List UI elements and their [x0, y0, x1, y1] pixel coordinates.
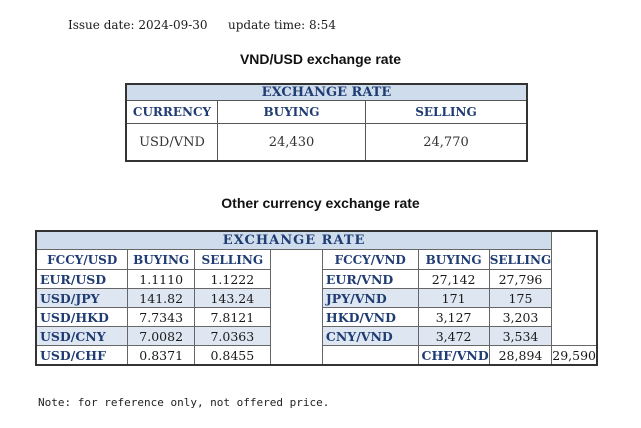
right-selling: 175 [488, 288, 553, 308]
right-selling: 3,203 [488, 307, 553, 327]
right-buying: 3,127 [417, 307, 490, 327]
table-row: USD/VND 24,430 24,770 [125, 123, 528, 162]
disclaimer-note: Note: for reference only, not offered pr… [38, 396, 330, 409]
t2-right-header-pair: FCCY/VND [321, 249, 419, 270]
left-pair: USD/CHF [35, 345, 129, 366]
issue-date-value: 2024-09-30 [138, 18, 208, 32]
t1-header-selling: SELLING [365, 100, 528, 124]
left-buying: 7.0082 [127, 326, 195, 346]
vnd-usd-table: EXCHANGE RATE CURRENCY BUYING SELLING US… [125, 83, 528, 162]
right-pair: HKD/VND [321, 307, 419, 327]
vnd-usd-title: VND/USD exchange rate [239, 51, 402, 67]
t1-buying: 24,430 [217, 123, 366, 162]
issue-date: Issue date: 2024-09-30 [68, 18, 208, 32]
other-currency-title: Other currency exchange rate [221, 195, 420, 211]
left-selling: 7.0363 [193, 326, 271, 346]
right-selling: 29,590 [551, 345, 598, 366]
right-pair: CHF/VND [417, 345, 490, 366]
update-time-value: 8:54 [309, 18, 336, 32]
t2-left-header-pair: FCCY/USD [35, 249, 129, 270]
table-gap [269, 249, 323, 365]
right-selling: 27,796 [488, 269, 553, 289]
table-row: USD/CHF 0.8371 0.8455 CHF/VND 28,894 29,… [35, 345, 598, 366]
t2-left-header-selling: SELLING [193, 249, 271, 270]
right-pair: JPY/VND [321, 288, 419, 308]
issue-date-label: Issue date: [68, 18, 135, 32]
right-buying: 171 [417, 288, 490, 308]
update-time: update time: 8:54 [228, 18, 336, 32]
left-pair: USD/HKD [35, 307, 129, 327]
right-buying: 27,142 [417, 269, 490, 289]
left-pair: USD/CNY [35, 326, 129, 346]
left-selling: 143.24 [193, 288, 271, 308]
right-buying: 3,472 [417, 326, 490, 346]
left-buying: 7.7343 [127, 307, 195, 327]
left-pair: EUR/USD [35, 269, 129, 289]
left-selling: 0.8455 [193, 345, 271, 366]
other-currency-table: EXCHANGE RATE FCCY/USD BUYING SELLING FC… [35, 230, 598, 366]
left-buying: 141.82 [127, 288, 195, 308]
t1-header-buying: BUYING [217, 100, 366, 124]
right-pair: CNY/VND [321, 326, 419, 346]
update-time-label: update time: [228, 18, 306, 32]
t2-band: EXCHANGE RATE [35, 230, 553, 250]
table-row: EUR/USD 1.1110 1.1222 EUR/VND 27,142 27,… [35, 269, 597, 289]
left-buying: 0.8371 [127, 345, 195, 366]
table-row: USD/HKD 7.7343 7.8121 HKD/VND 3,127 3,20… [35, 307, 597, 327]
t1-band: EXCHANGE RATE [125, 83, 528, 101]
t2-right-header-buying: BUYING [417, 249, 490, 270]
right-pair: EUR/VND [321, 269, 419, 289]
t1-selling: 24,770 [365, 123, 528, 162]
t1-header-currency: CURRENCY [125, 100, 218, 124]
right-buying: 28,894 [488, 345, 553, 366]
t2-right-header-selling: SELLING [488, 249, 553, 270]
table-row: USD/CNY 7.0082 7.0363 CNY/VND 3,472 3,53… [35, 326, 597, 346]
left-pair: USD/JPY [35, 288, 129, 308]
t1-currency: USD/VND [125, 123, 218, 162]
left-selling: 7.8121 [193, 307, 271, 327]
right-selling: 3,534 [488, 326, 553, 346]
table-gap [321, 345, 419, 366]
left-selling: 1.1222 [193, 269, 271, 289]
t2-left-header-buying: BUYING [127, 249, 195, 270]
left-buying: 1.1110 [127, 269, 195, 289]
